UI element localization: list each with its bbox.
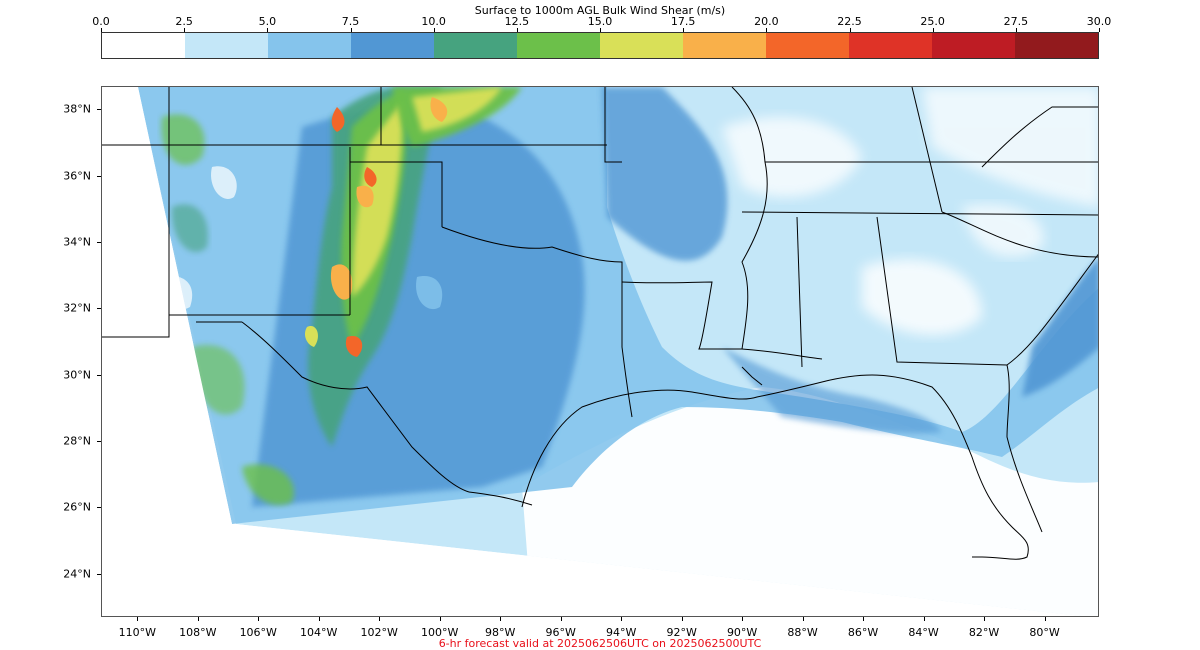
colorbar-tick-mark [1099,28,1100,32]
colorbar-tick-label: 17.5 [670,15,696,28]
colorbar-segment [434,33,517,58]
longitude-tick [984,617,986,621]
latitude-label: 34°N [63,235,91,249]
longitude-label: 82°W [968,626,1000,639]
latitude-tick [97,241,101,243]
longitude-tick [923,617,925,621]
longitude-tick [379,617,381,621]
longitude-tick [258,617,260,621]
wind-shear-map [102,87,1098,616]
colorbar-title: Surface to 1000m AGL Bulk Wind Shear (m/… [474,4,726,17]
latitude-label: 30°N [63,368,91,382]
longitude-label: 86°W [847,626,879,639]
colorbar-tick-label: 5.0 [258,15,277,28]
longitude-tick [863,617,865,621]
longitude-tick [1044,617,1046,621]
colorbar-tick-mark [350,28,352,32]
shear-field [138,87,1098,616]
colorbar-tick-mark [267,28,269,32]
latitude-label: 38°N [63,102,91,116]
colorbar-tick-mark [1015,28,1017,32]
latitude-label: 26°N [63,500,91,514]
colorbar-tick-mark [101,28,102,32]
latitude-tick [97,374,101,376]
colorbar-tick-mark [766,28,768,32]
longitude-label: 98°W [485,626,516,639]
longitude-tick [500,617,502,621]
colorbar-segment [766,33,849,58]
longitude-tick [742,617,744,621]
colorbar-tick-mark [516,28,518,32]
forecast-valid-caption: 6-hr forecast valid at 2025062506UTC on … [438,637,762,650]
longitude-tick [137,617,139,621]
longitude-label: 96°W [545,626,576,639]
colorbar-tick-label: 15.0 [587,15,613,28]
longitude-tick [318,617,320,621]
colorbar-tick-label: 0.0 [92,15,110,28]
political-boundaries [102,87,1098,560]
longitude-label: 104°W [300,626,338,639]
map-panel [101,86,1099,617]
longitude-tick [560,617,562,621]
latitude-label: 36°N [63,169,91,183]
colorbar-segment [849,33,932,58]
colorbar-tick-label: 7.5 [341,15,360,28]
colorbar-tick-label: 2.5 [175,15,193,28]
colorbar-segment [517,33,600,58]
colorbar-segment [102,33,185,58]
longitude-tick [802,617,804,621]
longitude-label: 84°W [908,626,939,639]
longitude-label: 94°W [605,626,637,639]
colorbar-tick-mark [932,28,934,32]
colorbar-tick-label: 25.0 [920,15,945,28]
latitude-tick [97,308,101,310]
latitude-label: 28°N [63,434,91,448]
latitude-tick [97,441,101,443]
latitude-tick [97,109,101,111]
longitude-tick [621,617,623,621]
longitude-label: 106°W [239,626,277,639]
longitude-label: 108°W [179,626,217,639]
colorbar-segment [1015,33,1098,58]
colorbar-tick-mark [433,28,435,32]
colorbar-tick-mark [184,28,186,32]
colorbar-tick-mark [600,28,601,32]
longitude-label: 80°W [1029,626,1060,639]
longitude-label: 110°W [118,626,156,639]
colorbar-tick-label: 12.5 [504,15,530,28]
colorbar-tick-label: 20.0 [754,15,779,28]
longitude-tick [197,617,199,621]
latitude-label: 32°N [63,301,91,315]
colorbar-tick-mark [683,28,685,32]
longitude-label: 90°W [726,626,758,639]
latitude-tick [97,507,101,509]
colorbar-segment [600,33,683,58]
colorbar-segment [351,33,434,58]
colorbar-segment [932,33,1015,58]
longitude-label: 102°W [360,626,398,639]
colorbar-tick-label: 22.5 [837,15,862,28]
colorbar-segment [268,33,351,58]
latitude-tick [97,175,101,177]
longitude-tick [439,617,441,621]
longitude-label: 100°W [421,626,459,639]
latitude-tick [97,573,101,575]
longitude-label: 92°W [666,626,697,639]
longitude-label: 88°W [787,626,818,639]
colorbar-tick-label: 30.0 [1086,15,1112,28]
colorbar-tick-label: 27.5 [1003,15,1029,28]
colorbar [101,32,1099,59]
colorbar-segment [185,33,268,58]
latitude-label: 24°N [63,567,91,581]
longitude-tick [681,617,683,621]
colorbar-tick-label: 10.0 [421,15,446,28]
colorbar-tick-mark [849,28,851,32]
colorbar-segment [683,33,766,58]
